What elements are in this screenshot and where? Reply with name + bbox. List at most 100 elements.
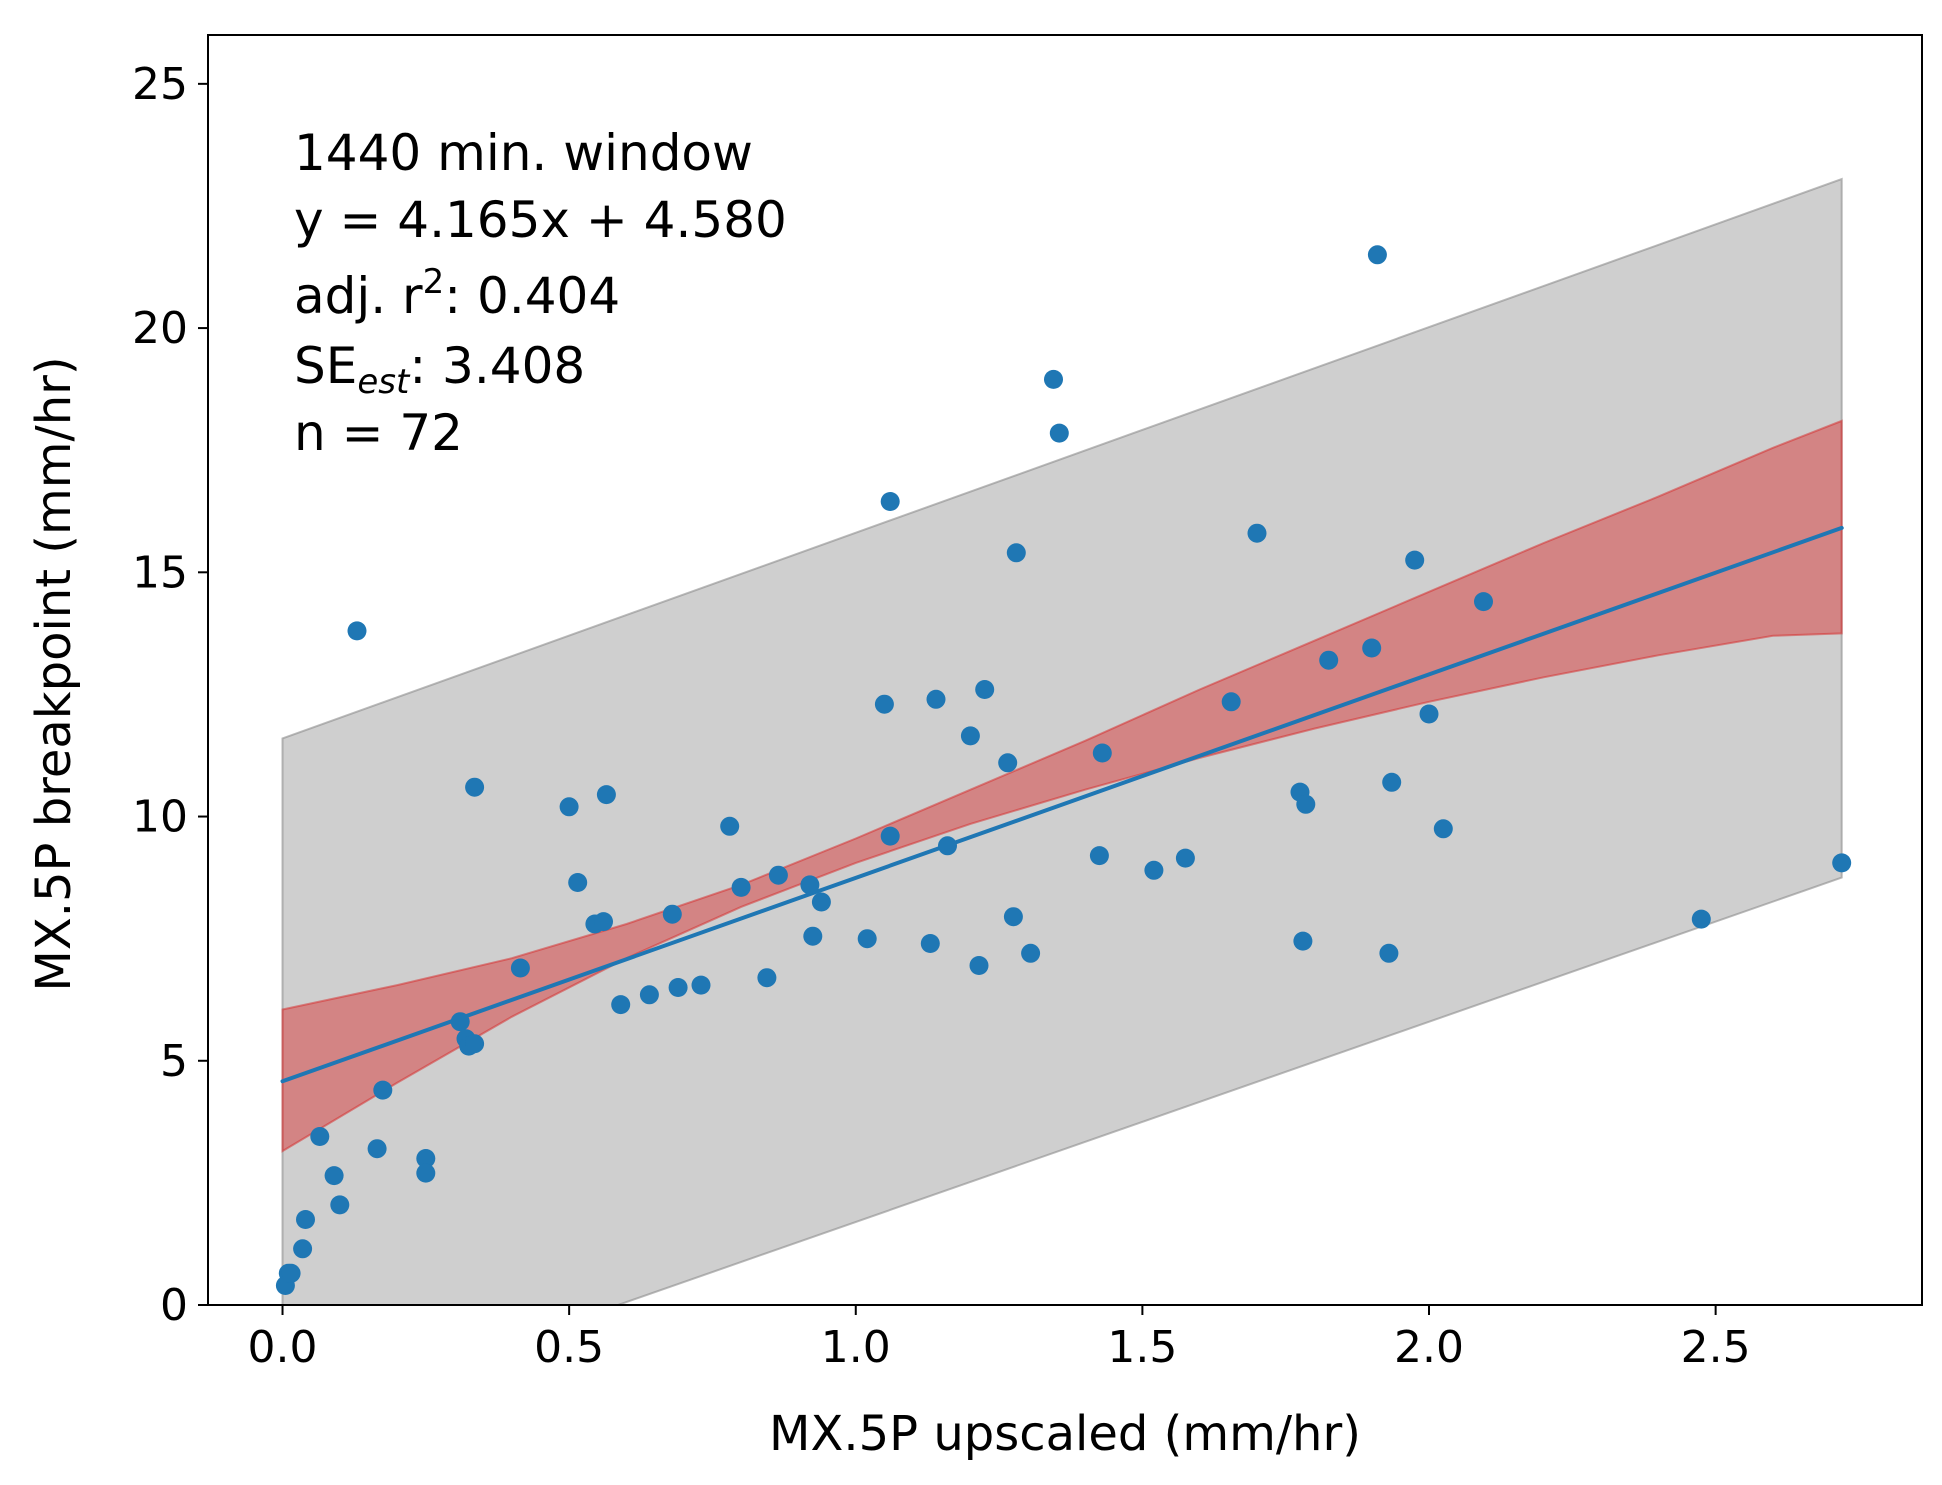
data-point: [1379, 943, 1399, 963]
data-point: [1419, 704, 1439, 724]
data-point: [559, 797, 579, 817]
data-point: [731, 877, 751, 897]
data-point: [1006, 543, 1026, 563]
y-tick-label: 0: [160, 1280, 188, 1331]
annotation-r2-sup: 2: [423, 262, 445, 302]
data-point: [450, 1012, 470, 1032]
data-point: [416, 1163, 436, 1183]
data-point: [1296, 794, 1316, 814]
annotation-r2-prefix: adj. r: [294, 267, 423, 325]
x-tick-label: 1.5: [1107, 1322, 1177, 1373]
y-tick-label: 15: [132, 547, 188, 598]
data-point: [857, 929, 877, 949]
data-point: [757, 968, 777, 988]
data-point: [1221, 692, 1241, 712]
data-point: [874, 694, 894, 714]
regression-layer: [280, 525, 1844, 1084]
annotation-se-value: : 3.408: [409, 337, 585, 395]
annotation-r2: adj. r2: 0.404: [294, 262, 620, 325]
data-point: [465, 1034, 485, 1054]
annotation-se-sub: est: [357, 362, 411, 402]
data-point: [662, 904, 682, 924]
data-point: [568, 873, 588, 892]
data-point: [1293, 931, 1313, 951]
plot-frame: [207, 34, 1923, 1306]
data-point: [1092, 743, 1112, 763]
data-point: [1003, 907, 1023, 927]
data-point: [938, 836, 957, 856]
data-point: [969, 956, 989, 975]
data-point: [1049, 423, 1069, 443]
data-point: [768, 865, 788, 885]
data-point: [330, 1195, 350, 1215]
data-point: [720, 816, 740, 836]
data-point: [1247, 523, 1267, 543]
annotation-se-prefix: SE: [294, 337, 357, 395]
points-layer: [275, 245, 1852, 1295]
data-point: [347, 621, 367, 641]
data-point: [594, 912, 613, 932]
data-point: [324, 1166, 344, 1186]
data-point: [1832, 853, 1852, 873]
data-point: [691, 975, 711, 995]
data-point: [596, 785, 616, 805]
x-tick-label: 2.0: [1394, 1322, 1464, 1373]
data-point: [1433, 819, 1453, 839]
data-point: [668, 978, 688, 997]
data-point: [639, 985, 659, 1005]
x-axis: 0.0 0.5 1.0 1.5 2.0 2.5: [248, 1305, 1751, 1373]
data-point: [1691, 909, 1711, 929]
data-point: [960, 726, 980, 746]
data-point: [416, 1149, 436, 1168]
annotation-se: SEest: 3.408: [294, 337, 585, 402]
y-axis: 0 5 10 15 20 25: [132, 59, 208, 1331]
data-point: [1362, 638, 1382, 658]
data-point: [611, 995, 631, 1015]
confidence-interval-band: [281, 419, 1843, 1153]
y-tick-label: 5: [160, 1036, 188, 1087]
y-tick-label: 25: [132, 59, 188, 110]
data-point: [1021, 943, 1041, 963]
x-tick-label: 1.0: [821, 1322, 891, 1373]
data-point: [1405, 550, 1425, 570]
y-tick-label: 20: [132, 303, 188, 354]
data-point: [800, 875, 820, 895]
data-point: [880, 492, 900, 511]
data-point: [293, 1239, 313, 1259]
data-point: [920, 934, 940, 953]
data-point: [1175, 848, 1195, 868]
data-point: [296, 1210, 315, 1229]
data-point: [510, 958, 530, 978]
data-point: [1144, 860, 1164, 880]
data-point: [1089, 846, 1109, 866]
data-point: [975, 680, 995, 699]
annotation-window: 1440 min. window: [294, 124, 753, 182]
data-point: [1044, 369, 1063, 389]
data-point: [1319, 650, 1339, 670]
y-tick-label: 10: [132, 792, 188, 843]
x-tick-label: 2.5: [1681, 1322, 1751, 1373]
data-point: [880, 826, 900, 846]
data-point: [1382, 772, 1402, 792]
data-point: [1367, 245, 1387, 265]
data-point: [998, 753, 1018, 773]
data-point: [367, 1139, 387, 1159]
data-point: [310, 1127, 330, 1146]
data-point: [926, 689, 946, 709]
stats-annotation: 1440 min. window y = 4.165x + 4.580 adj.…: [294, 124, 787, 462]
y-axis-label: MX.5P breakpoint (mm/hr): [26, 356, 82, 991]
data-point: [373, 1080, 393, 1100]
prediction-interval-band: [281, 177, 1843, 1305]
data-point: [803, 926, 823, 946]
annotation-n: n = 72: [294, 404, 463, 462]
bands-layer: [281, 177, 1843, 1305]
regression-line: [280, 525, 1844, 1084]
annotation-r2-value: : 0.404: [444, 267, 620, 325]
annotation-equation: y = 4.165x + 4.580: [294, 191, 787, 249]
data-point: [811, 892, 831, 912]
x-tick-label: 0.0: [248, 1322, 318, 1373]
x-tick-label: 0.5: [534, 1322, 604, 1373]
x-axis-label: MX.5P upscaled (mm/hr): [769, 1406, 1361, 1462]
data-point: [465, 777, 485, 797]
